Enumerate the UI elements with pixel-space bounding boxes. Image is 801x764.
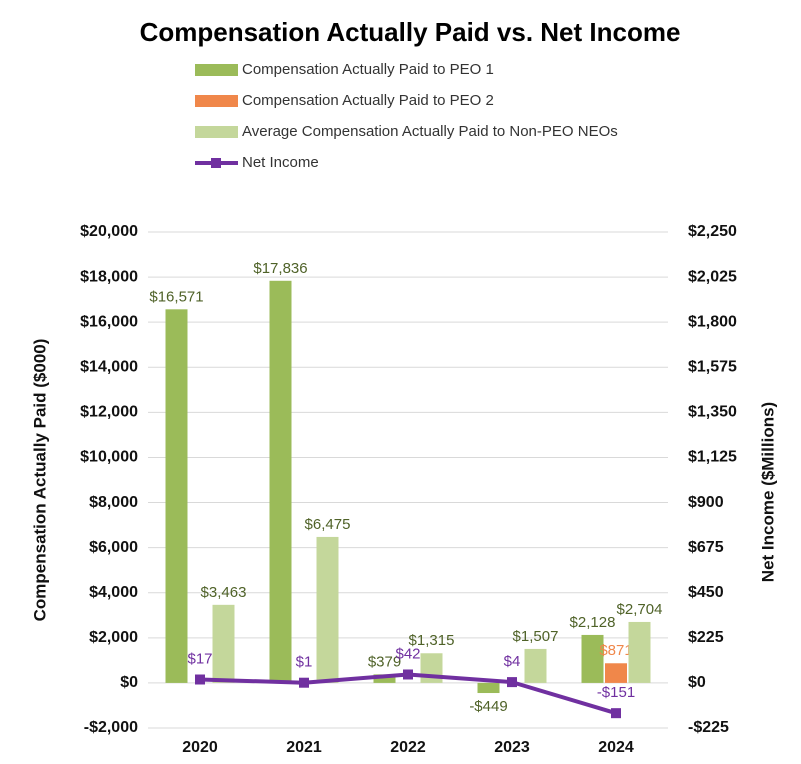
point xyxy=(299,677,309,688)
y2-tick-label: $0 xyxy=(688,674,706,691)
data-label: $2,704 xyxy=(617,601,663,618)
bar xyxy=(605,663,627,683)
legend-label: Compensation Actually Paid to PEO 2 xyxy=(242,92,494,109)
data-label: $4 xyxy=(504,653,521,670)
y2-tick-label: $2,250 xyxy=(688,223,737,240)
data-label: $1 xyxy=(296,654,313,671)
legend-label: Net Income xyxy=(242,154,319,171)
y-axis-title: Compensation Actually Paid ($000) xyxy=(30,339,49,622)
data-label: $42 xyxy=(395,645,420,662)
chart-title: Compensation Actually Paid vs. Net Incom… xyxy=(140,17,681,47)
x-tick-label: 2023 xyxy=(494,739,530,756)
point xyxy=(195,674,205,685)
legend-label: Compensation Actually Paid to PEO 1 xyxy=(242,61,494,78)
bar xyxy=(212,604,235,683)
data-label: $17,836 xyxy=(253,260,307,277)
data-label: -$151 xyxy=(597,684,635,701)
data-label: $1,315 xyxy=(409,632,455,649)
legend-swatch xyxy=(195,126,238,138)
y2-tick-label: $225 xyxy=(688,629,724,646)
y2-axis-title: Net Income ($Millions) xyxy=(758,402,777,582)
y2-tick-label: $675 xyxy=(688,539,724,556)
point xyxy=(507,677,517,688)
legend-swatch xyxy=(195,95,238,107)
bar xyxy=(165,309,188,683)
y2-tick-label: $900 xyxy=(688,494,724,511)
y2-tick-label: $1,350 xyxy=(688,404,737,421)
bar xyxy=(373,674,396,683)
bar xyxy=(269,280,292,683)
y2-tick-label: $1,575 xyxy=(688,358,737,375)
point xyxy=(403,669,413,680)
y-tick-label: $20,000 xyxy=(80,223,138,240)
y-tick-label: $8,000 xyxy=(89,494,138,511)
y-tick-label: $0 xyxy=(120,674,138,691)
y-tick-label: $10,000 xyxy=(80,449,138,466)
bar xyxy=(477,682,500,694)
data-label: $6,475 xyxy=(305,516,351,533)
y2-tick-label: $450 xyxy=(688,584,724,601)
data-label: $17 xyxy=(187,650,212,667)
legend-swatch xyxy=(195,64,238,76)
y2-tick-label: $1,125 xyxy=(688,449,737,466)
y2-tick-label: $1,800 xyxy=(688,313,737,330)
data-label: $871 xyxy=(599,642,632,659)
bar xyxy=(524,648,547,683)
point xyxy=(611,708,621,719)
bar xyxy=(316,536,339,683)
data-label: $379 xyxy=(368,653,401,670)
data-label: $3,463 xyxy=(201,584,247,601)
x-tick-label: 2024 xyxy=(598,739,634,756)
y-tick-label: $6,000 xyxy=(89,539,138,556)
data-label: -$449 xyxy=(469,698,507,715)
line xyxy=(199,672,617,716)
data-label: $1,507 xyxy=(513,628,559,645)
y-tick-label: $16,000 xyxy=(80,313,138,330)
x-tick-label: 2020 xyxy=(182,739,218,756)
legend-label: Average Compensation Actually Paid to No… xyxy=(242,123,618,140)
y-tick-label: $14,000 xyxy=(80,358,138,375)
y2-tick-label: $2,025 xyxy=(688,268,737,285)
data-label: $16,571 xyxy=(149,288,203,305)
data-label: $2,128 xyxy=(570,614,616,631)
bar xyxy=(628,621,651,683)
y-tick-label: $12,000 xyxy=(80,404,138,421)
y-tick-label: $18,000 xyxy=(80,268,138,285)
legend-marker xyxy=(211,158,221,168)
y-tick-label: $2,000 xyxy=(89,629,138,646)
bar xyxy=(581,634,604,683)
y-tick-label: $4,000 xyxy=(89,584,138,601)
x-tick-label: 2022 xyxy=(390,739,426,756)
y-tick-label: -$2,000 xyxy=(84,719,138,736)
x-tick-label: 2021 xyxy=(286,739,322,756)
y2-tick-label: -$225 xyxy=(688,719,729,736)
